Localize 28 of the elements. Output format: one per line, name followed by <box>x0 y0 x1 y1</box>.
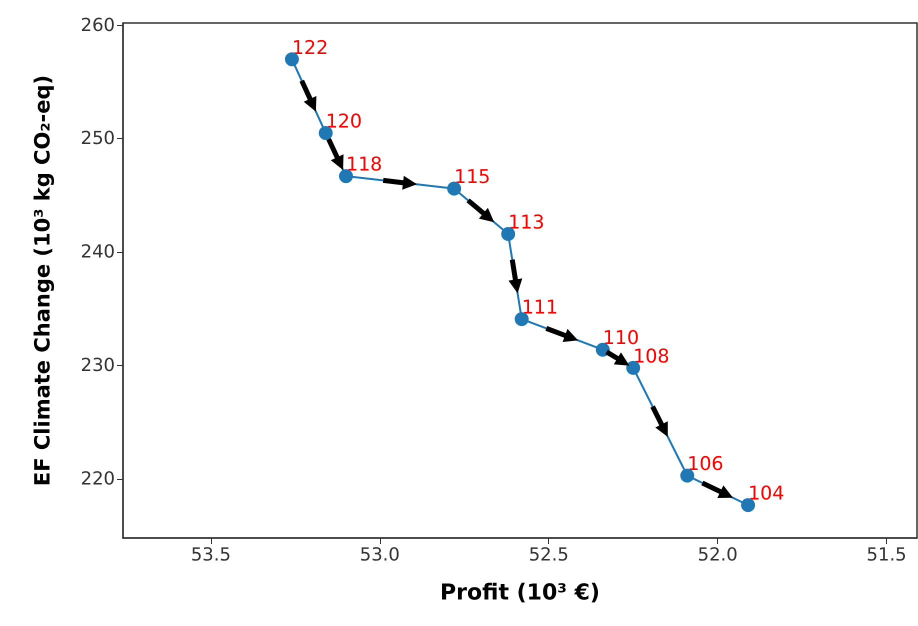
y-tick-label: 220 <box>80 468 115 490</box>
annotation: 104 <box>748 482 784 505</box>
x-tick-label: 52.5 <box>528 544 569 566</box>
point <box>284 52 299 66</box>
point <box>741 498 756 512</box>
annotation: 115 <box>454 166 490 188</box>
y-tick-label: 230 <box>80 355 115 376</box>
y-tick-label: 240 <box>80 242 115 263</box>
y-axis-title: EF Climate Change (10³ kg CO₂-eq) <box>30 74 54 486</box>
point <box>339 169 353 184</box>
y-tick-label: 250 <box>80 128 115 150</box>
y-tick-label: 260 <box>80 14 115 36</box>
point <box>596 342 610 357</box>
annotation: 122 <box>292 36 328 59</box>
point <box>680 468 694 483</box>
x-axis-title: Profit (10³ €) <box>440 580 600 606</box>
annotation: 111 <box>522 296 558 319</box>
x-tick-label: 53.0 <box>360 544 400 566</box>
annotation: 118 <box>346 154 382 176</box>
x-tick-label: 53.5 <box>190 544 231 566</box>
point <box>318 126 333 140</box>
annotation: 113 <box>508 211 544 234</box>
x-tick-label: 51.5 <box>866 544 907 566</box>
annotation: 106 <box>687 453 724 476</box>
point <box>514 312 529 326</box>
point <box>447 182 462 196</box>
x-tick-label: 52.0 <box>698 544 738 566</box>
annotation: 120 <box>326 110 362 133</box>
